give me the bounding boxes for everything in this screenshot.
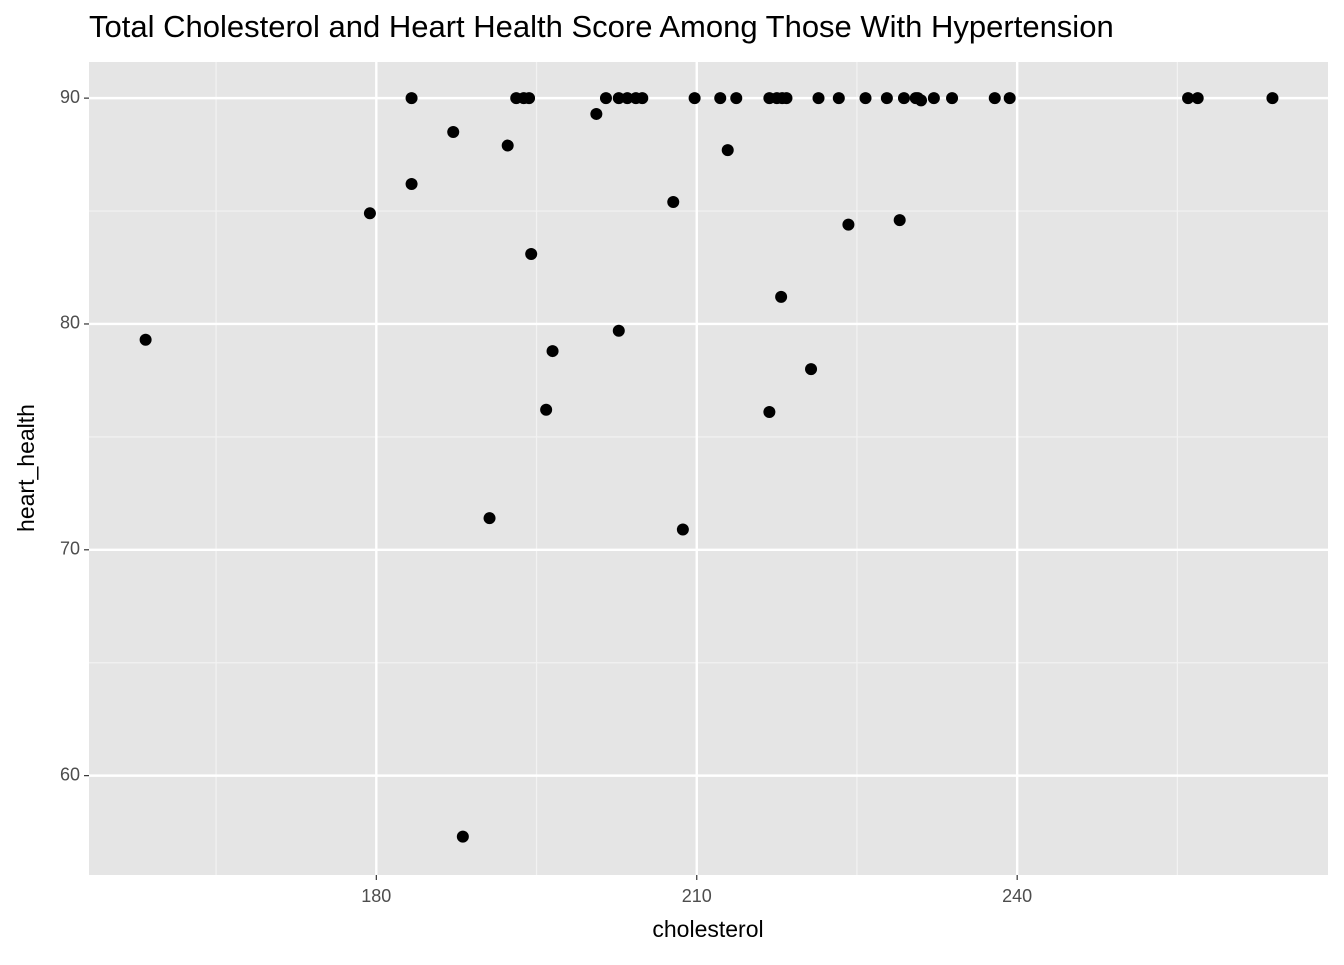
y-tick-label: 90 xyxy=(60,87,80,107)
point xyxy=(893,214,906,227)
point xyxy=(456,830,469,843)
point xyxy=(880,92,893,105)
point xyxy=(927,92,940,105)
point xyxy=(730,92,743,105)
point xyxy=(483,512,496,525)
point xyxy=(780,92,793,105)
point xyxy=(1182,92,1195,105)
point xyxy=(1003,92,1016,105)
point xyxy=(859,92,872,105)
point xyxy=(501,139,514,152)
point xyxy=(636,92,649,105)
x-axis-title: cholesterol xyxy=(652,916,763,942)
point xyxy=(676,523,689,536)
point xyxy=(612,92,625,105)
x-tick-label: 180 xyxy=(361,886,391,906)
y-tick-label: 80 xyxy=(60,313,80,333)
point xyxy=(1266,92,1279,105)
point xyxy=(897,92,910,105)
point xyxy=(523,92,536,105)
x-tick-label: 210 xyxy=(682,886,712,906)
point xyxy=(688,92,701,105)
point xyxy=(139,333,152,346)
point xyxy=(612,324,625,337)
point xyxy=(405,177,418,190)
panel xyxy=(89,62,1328,875)
point xyxy=(812,92,825,105)
point xyxy=(915,94,928,107)
point xyxy=(775,290,788,303)
y-tick-label: 60 xyxy=(60,764,80,784)
point xyxy=(363,207,376,220)
chart-title: Total Cholesterol and Heart Health Score… xyxy=(89,9,1114,44)
point xyxy=(946,92,959,105)
point xyxy=(988,92,1001,105)
point xyxy=(667,196,680,209)
y-axis-title: heart_health xyxy=(13,404,39,532)
point xyxy=(590,107,603,120)
point xyxy=(525,247,538,260)
point xyxy=(763,406,776,419)
point xyxy=(405,92,418,105)
point xyxy=(721,144,734,157)
point xyxy=(546,345,559,358)
point xyxy=(832,92,845,105)
point xyxy=(599,92,612,105)
x-tick-label: 240 xyxy=(1002,886,1032,906)
point xyxy=(621,92,634,105)
point xyxy=(1191,92,1204,105)
point xyxy=(447,126,460,139)
point xyxy=(842,218,855,231)
point xyxy=(540,403,553,416)
point xyxy=(714,92,727,105)
y-tick-label: 70 xyxy=(60,539,80,559)
point xyxy=(805,363,818,376)
